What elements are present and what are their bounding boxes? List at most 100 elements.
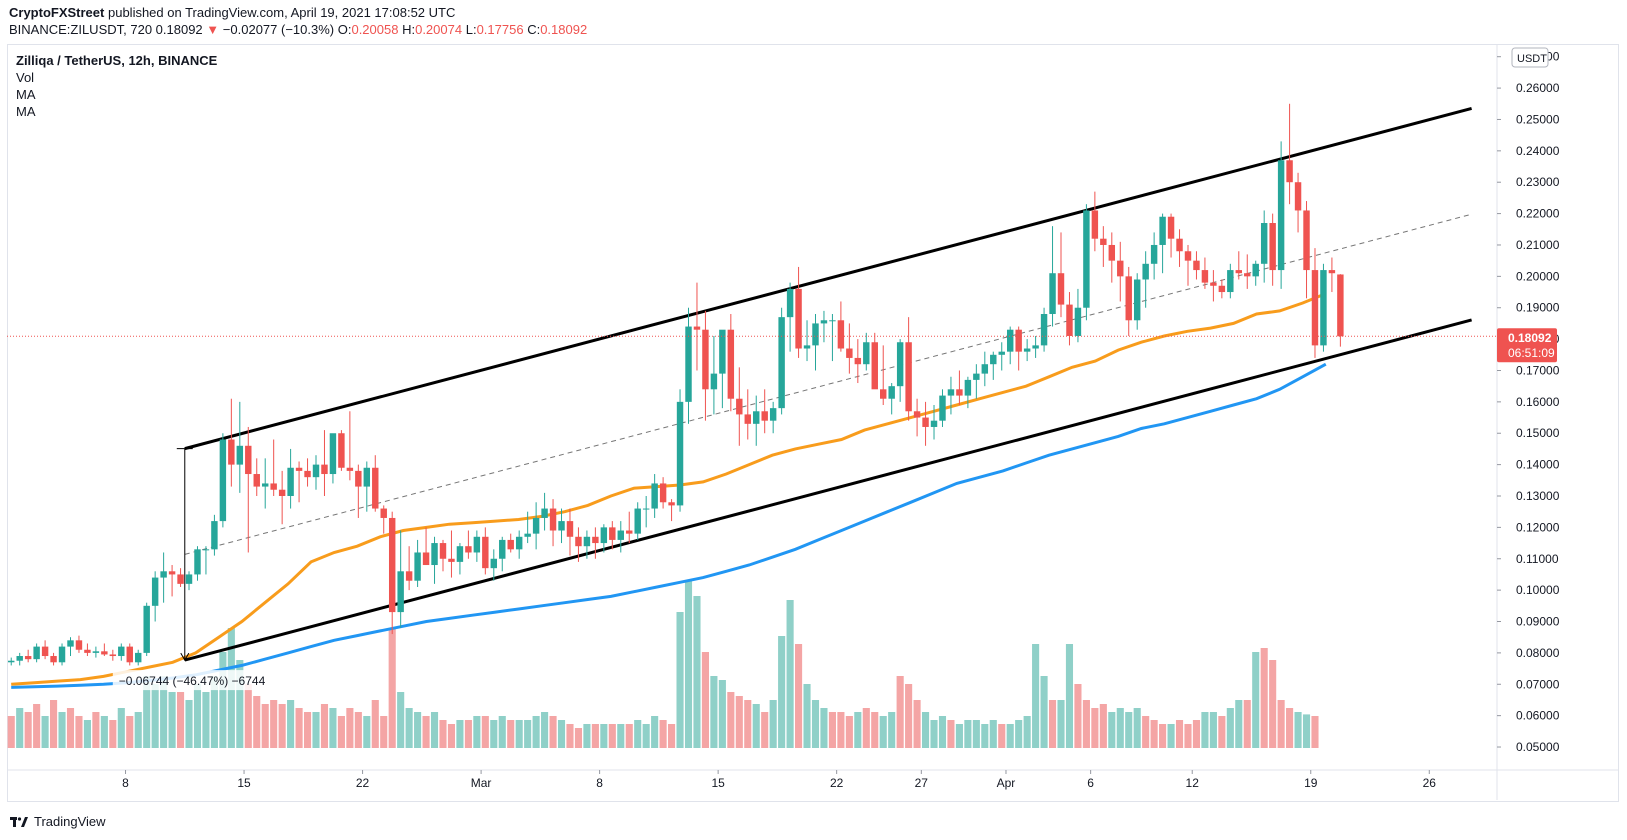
low-value: 0.17756 (476, 22, 524, 37)
y-tick-label: 0.21000 (1516, 238, 1560, 252)
candle-body (753, 411, 760, 424)
volume-bar (710, 676, 718, 748)
candle-body (33, 646, 40, 660)
volume-bar (972, 720, 980, 748)
candle-body (507, 539, 514, 550)
volume-bar (92, 712, 100, 748)
candle-body (414, 552, 421, 581)
volume-bar (642, 724, 650, 748)
publisher-name[interactable]: CryptoFXStreet (9, 5, 105, 20)
high-value: 0.20074 (415, 22, 463, 37)
volume-bar (549, 716, 557, 748)
high-label: H: (402, 22, 416, 37)
candle-body (109, 654, 117, 657)
volume-bar (210, 676, 218, 748)
volume-bar (24, 712, 32, 748)
volume-bar (845, 716, 853, 748)
legend-ma-slow[interactable]: MA (16, 104, 36, 119)
publish-line: CryptoFXStreet published on TradingView.… (9, 5, 455, 20)
volume-bar (989, 720, 997, 748)
volume-bar (1218, 716, 1226, 748)
y-tick-label: 0.11000 (1516, 552, 1559, 566)
open-value: 0.20058 (351, 22, 399, 37)
candle-body (118, 646, 125, 657)
candle-body (422, 552, 430, 566)
x-tick-label: 19 (1304, 776, 1318, 790)
volume-bar (930, 720, 938, 748)
volume-bar (1286, 708, 1294, 748)
volume-bar (634, 720, 642, 748)
volume-bar (651, 716, 659, 748)
candle-body (228, 439, 235, 465)
volume-bar (473, 716, 481, 748)
volume-bar (1040, 676, 1048, 748)
volume-bar (1192, 720, 1201, 748)
volume-bar (126, 716, 134, 748)
candle-body (973, 373, 980, 380)
volume-bar (151, 684, 159, 748)
volume-bar (261, 704, 269, 748)
volume-bar (295, 708, 303, 748)
volume-bar (303, 712, 312, 748)
legend-volume[interactable]: Vol (16, 70, 35, 85)
candle-body (465, 546, 472, 553)
volume-bar (718, 680, 726, 748)
candle-body (1286, 160, 1293, 183)
x-tick-label: 22 (830, 776, 844, 790)
candle-body (185, 574, 193, 584)
volume-bar (727, 692, 735, 748)
volume-bar (50, 700, 58, 748)
candle-body (448, 558, 455, 562)
candle-body (820, 320, 828, 324)
volume-bar (795, 644, 803, 748)
volume-bar (1184, 724, 1192, 748)
y-tick-label: 0.16000 (1516, 395, 1560, 409)
volume-bar (1099, 704, 1107, 748)
volume-bar (591, 724, 599, 748)
candle-body (1142, 263, 1149, 280)
volume-bar (312, 712, 320, 748)
candle-body (744, 414, 751, 424)
volume-bar (66, 708, 75, 748)
candle-body (515, 536, 523, 550)
legend-ma-fast[interactable]: MA (16, 87, 36, 102)
tradingview-logo-icon[interactable] (10, 815, 28, 829)
candle-body (1210, 282, 1217, 286)
open-label: O: (337, 22, 352, 37)
candle-body (135, 652, 142, 663)
candle-body (1184, 251, 1192, 261)
candle-body (75, 640, 83, 650)
volume-bar (507, 720, 515, 748)
candle-body (1049, 273, 1056, 315)
measure-label-bg (112, 670, 265, 691)
volume-bar (1277, 700, 1285, 748)
candle-body (998, 351, 1005, 355)
legend-symbol[interactable]: Zilliqa / TetherUS, 12h, BINANCE (16, 53, 218, 68)
volume-bar (1201, 712, 1209, 748)
x-tick-label: Apr (997, 776, 1016, 790)
candle-body (372, 467, 379, 509)
volume-bar (320, 704, 329, 748)
volume-bar (371, 700, 379, 748)
volume-bar (278, 704, 286, 748)
y-tick-label: 0.24000 (1516, 144, 1560, 158)
volume-bar (270, 700, 278, 748)
volume-bar (1032, 644, 1040, 748)
measure-arrow (180, 652, 190, 662)
volume-bar (786, 600, 794, 748)
close-label: C: (527, 22, 541, 37)
footer-brand[interactable]: TradingView (34, 814, 106, 829)
volume-bar (414, 712, 422, 748)
x-tick-label: 15 (711, 776, 725, 790)
y-tick-label: 0.26000 (1516, 81, 1560, 95)
volume-bar (1108, 712, 1116, 748)
candle-body (499, 539, 506, 559)
candle-body (355, 470, 362, 487)
volume-bar (1006, 724, 1014, 748)
candle-body (1193, 260, 1200, 271)
volume-bar (1133, 708, 1141, 748)
volume-bar (1074, 684, 1082, 748)
candle-body (795, 288, 802, 349)
y-tick-label: 0.19000 (1516, 301, 1560, 315)
